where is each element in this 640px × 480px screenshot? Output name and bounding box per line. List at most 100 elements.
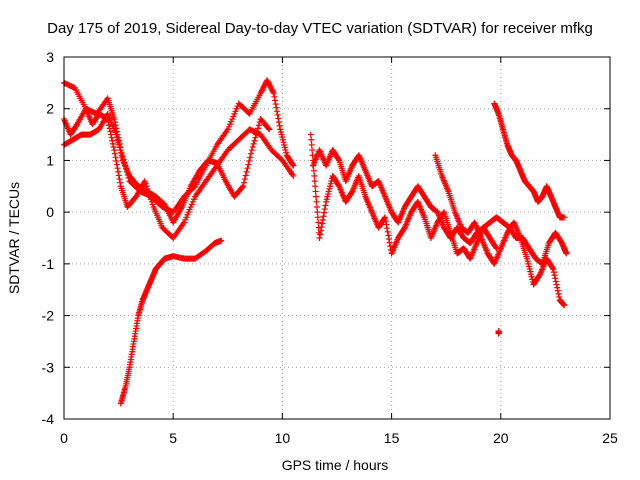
data-point [561, 214, 568, 221]
data-point [240, 179, 247, 186]
data-point [554, 287, 561, 294]
data-point [265, 125, 272, 132]
data-point [561, 302, 568, 309]
data-point [382, 217, 389, 224]
data-point [275, 119, 282, 126]
data-point [109, 137, 116, 144]
data-point [384, 228, 391, 235]
data-point [313, 193, 320, 200]
y-tick-label: -4 [42, 411, 55, 427]
data-point [271, 93, 278, 100]
data-point [550, 266, 557, 273]
series-sat-b [61, 105, 297, 241]
data-point [492, 244, 499, 251]
data-point [243, 168, 250, 175]
data-point [273, 108, 280, 115]
data-point [111, 150, 118, 157]
data-point [251, 137, 258, 144]
data-point [254, 125, 261, 132]
data-point [112, 154, 119, 161]
data-point [385, 232, 392, 239]
data-point [313, 203, 320, 210]
data-point [316, 235, 323, 241]
data-point [309, 152, 316, 159]
data-point [552, 278, 559, 285]
data-point [108, 134, 115, 141]
data-point [312, 183, 319, 190]
data-point [550, 269, 557, 276]
data-point [107, 131, 114, 138]
data-point [254, 128, 261, 135]
data-point [321, 209, 328, 216]
data-point [270, 88, 277, 95]
data-point [242, 172, 249, 179]
data-point [553, 281, 560, 288]
data-point [313, 198, 320, 205]
x-tick-label: 10 [275, 430, 291, 446]
y-tick-label: -2 [42, 308, 55, 324]
data-point [109, 140, 116, 147]
data-point [319, 216, 326, 223]
data-point [307, 131, 314, 138]
data-point [266, 126, 273, 133]
data-point [290, 162, 297, 169]
y-tick-label: 2 [46, 101, 54, 117]
data-point [312, 188, 319, 195]
data-point [382, 214, 389, 221]
data-point [383, 221, 390, 228]
axis-ticks: 0 5 10 15 20 25 -4 -3 -2 -1 0 1 2 3 [42, 49, 618, 446]
data-point [117, 179, 124, 186]
data-point [556, 293, 563, 300]
series-sat-g [432, 152, 568, 309]
data-point [271, 97, 278, 104]
data-point [270, 90, 277, 97]
data-point [116, 176, 123, 183]
data-point [240, 183, 247, 190]
data-point [114, 165, 121, 172]
data-point [247, 150, 254, 157]
data-point [115, 168, 122, 175]
data-point [384, 225, 391, 232]
x-tick-label: 0 [60, 430, 68, 446]
data-point [253, 131, 260, 138]
data-point [549, 264, 556, 271]
data-point [552, 275, 559, 282]
chart-title: Day 175 of 2019, Sidereal Day-to-day VTE… [47, 20, 593, 37]
data-point [275, 115, 282, 122]
data-point [311, 178, 318, 185]
series-sat-e [307, 131, 500, 262]
data-point [218, 237, 225, 244]
data-point [289, 161, 296, 168]
data-point [563, 250, 570, 257]
y-tick-label: -1 [42, 256, 55, 272]
data-point [385, 236, 392, 243]
data-point [317, 227, 324, 234]
data-point [249, 143, 256, 150]
data-point [276, 122, 283, 129]
data-point [244, 165, 251, 172]
data-point [272, 101, 279, 108]
data-point [554, 284, 561, 291]
data-point [255, 122, 262, 129]
data-marks [61, 77, 570, 407]
data-point [319, 220, 326, 227]
y-tick-label: 3 [46, 49, 54, 65]
x-tick-label: 25 [602, 430, 618, 446]
data-point [250, 140, 257, 147]
data-point [308, 136, 315, 143]
data-point [310, 167, 317, 174]
data-point [110, 143, 117, 150]
data-point [321, 206, 328, 213]
data-point [274, 111, 281, 118]
data-point [111, 147, 118, 154]
data-point [111, 116, 118, 123]
x-tick-label: 5 [169, 430, 177, 446]
data-point [113, 161, 120, 168]
data-point [322, 202, 329, 209]
data-point [115, 172, 122, 179]
data-point [315, 219, 322, 226]
y-tick-label: -3 [42, 359, 55, 375]
data-point [555, 290, 562, 297]
